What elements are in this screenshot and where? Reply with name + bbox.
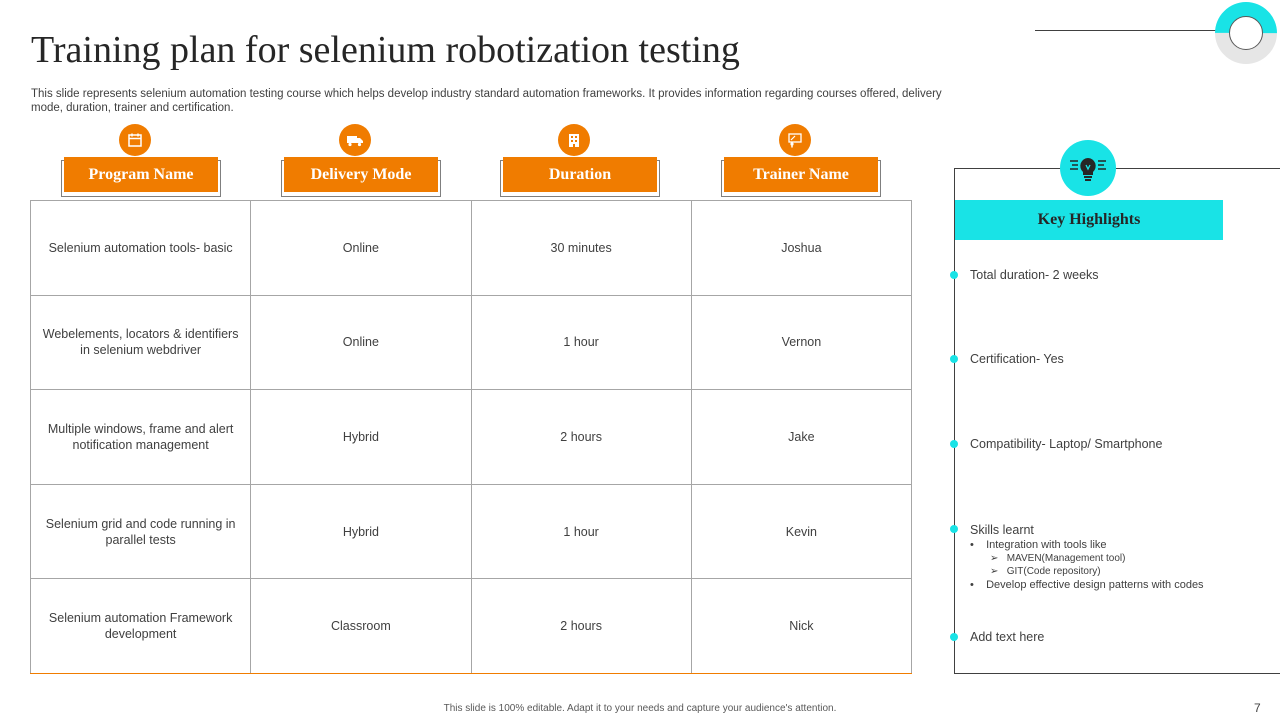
skill-bullet: • Develop effective design patterns with… — [970, 579, 1204, 591]
skill-subitem-text: GIT(Code repository) — [1006, 566, 1101, 577]
skill-subitem-text: MAVEN(Management tool) — [1006, 553, 1126, 564]
trainer-icon — [779, 124, 811, 156]
footer-note: This slide is 100% editable. Adapt it to… — [443, 703, 837, 714]
table-cell: Webelements, locators & identifiers in s… — [29, 294, 252, 391]
table-cell: 30 minutes — [470, 200, 692, 296]
table-cell: 2 hours — [470, 578, 692, 674]
skill-subitem: ➢ GIT(Code repository) — [990, 566, 1101, 577]
highlight-item: Certification- Yes — [970, 352, 1064, 366]
table-cell: Kevin — [690, 483, 913, 580]
page-number: 7 — [1254, 701, 1261, 715]
highlights-title: Key Highlights — [955, 200, 1223, 240]
table-cell: Jake — [690, 389, 913, 485]
table-cell: Selenium automation Framework developmen… — [29, 578, 252, 674]
table-cell: Vernon — [690, 294, 913, 391]
header-label: Duration — [503, 157, 657, 192]
column-header-trainer: Trainer Name — [721, 124, 881, 198]
slide-title: Training plan for selenium robotization … — [31, 29, 740, 71]
truck-icon — [339, 124, 371, 156]
table-cell: Online — [250, 200, 472, 296]
table-cell: 1 hour — [470, 483, 692, 580]
skill-bullet-text: Develop effective design patterns with c… — [986, 579, 1204, 591]
column-header-duration: Duration — [500, 124, 660, 198]
training-table: Selenium automation tools- basic Online … — [29, 200, 913, 674]
table-cell: Classroom — [250, 578, 472, 674]
table-row: Selenium automation Framework developmen… — [29, 578, 913, 674]
skill-subitem: ➢ MAVEN(Management tool) — [990, 553, 1126, 564]
table-cell: Selenium automation tools- basic — [29, 200, 252, 296]
table-row: Selenium grid and code running in parall… — [29, 483, 913, 580]
table-cell: Hybrid — [250, 389, 472, 485]
lightbulb-icon — [1060, 140, 1116, 196]
table-row: Multiple windows, frame and alert notifi… — [29, 389, 913, 485]
table-cell: Multiple windows, frame and alert notifi… — [29, 389, 252, 485]
column-header-program: Program Name — [61, 124, 221, 198]
table-row: Webelements, locators & identifiers in s… — [29, 294, 913, 391]
bullet-dot — [950, 525, 958, 533]
highlight-item: Compatibility- Laptop/ Smartphone — [970, 437, 1163, 451]
highlight-item: Skills learnt — [970, 523, 1034, 537]
table-cell: Joshua — [690, 200, 913, 296]
building-icon — [558, 124, 590, 156]
decorative-line — [1035, 30, 1217, 31]
bullet-dot — [950, 440, 958, 448]
table-cell: Hybrid — [250, 483, 472, 580]
slide-subtitle: This slide represents selenium automatio… — [31, 88, 942, 114]
column-header-delivery: Delivery Mode — [281, 124, 441, 198]
bullet-dot — [950, 271, 958, 279]
header-label: Delivery Mode — [284, 157, 438, 192]
table-cell: Selenium grid and code running in parall… — [29, 483, 252, 580]
skill-bullet-text: Integration with tools like — [986, 539, 1107, 551]
table-row: Selenium automation tools- basic Online … — [29, 200, 913, 296]
header-label: Trainer Name — [724, 157, 878, 192]
table-cell: 2 hours — [470, 389, 692, 485]
table-cell: Nick — [690, 578, 913, 674]
table-cell: 1 hour — [470, 294, 692, 391]
skill-bullet: • Integration with tools like — [970, 539, 1107, 551]
calendar-icon — [119, 124, 151, 156]
highlights-panel — [954, 168, 1280, 674]
table-cell: Online — [250, 294, 472, 391]
header-label: Program Name — [64, 157, 218, 192]
highlight-item: Add text here — [970, 630, 1045, 644]
decorative-ring-center — [1229, 16, 1263, 50]
highlight-item: Total duration- 2 weeks — [970, 268, 1099, 282]
bullet-dot — [950, 355, 958, 363]
bullet-dot — [950, 633, 958, 641]
